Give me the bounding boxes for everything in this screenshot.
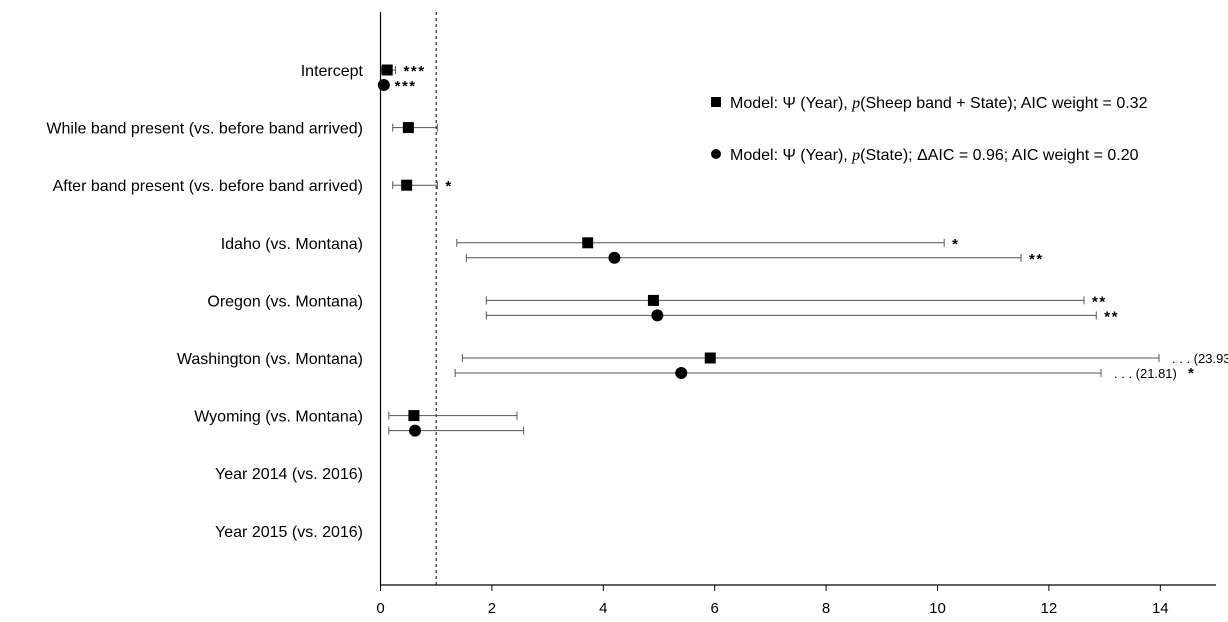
legend-entry-label: Model: Ψ (Year), p(State); ΔAIC = 0.96; … [730, 147, 1139, 164]
significance-stars: ** [1092, 293, 1107, 310]
significance-stars: ** [1029, 251, 1044, 268]
x-tick-label: 8 [822, 600, 830, 617]
category-label: After band present (vs. before band arri… [53, 178, 363, 195]
legend-circle-marker [711, 149, 721, 159]
point-square-marker [704, 352, 716, 364]
plot-area: 0 2 4 6 8 10 12 14 Intercept While band present (… [46, 12, 1228, 617]
point-square-marker [402, 122, 414, 134]
point-square-marker [647, 294, 659, 306]
point-square-marker [582, 237, 594, 249]
significance-stars: * [1188, 365, 1194, 382]
truncated-upper-label: . . . (23.93) [1172, 351, 1228, 366]
x-tick-label: 2 [488, 600, 496, 617]
category-label: Intercept [301, 63, 364, 80]
category-label: Washington (vs. Montana) [177, 351, 363, 368]
point-circle-marker [651, 309, 664, 322]
category-label: Oregon (vs. Montana) [207, 293, 363, 310]
significance-stars: ** [1104, 308, 1119, 325]
x-tick-label: 10 [929, 600, 946, 617]
point-circle-marker [377, 79, 390, 91]
significance-stars: *** [395, 78, 417, 95]
x-tick-label: 4 [599, 600, 607, 617]
x-tick-label: 14 [1152, 600, 1169, 617]
significance-stars: * [445, 178, 452, 195]
x-tick-label: 12 [1041, 600, 1058, 617]
point-square-marker [401, 179, 413, 191]
significance-stars: *** [404, 63, 426, 80]
significance-stars: * [952, 236, 959, 253]
x-tick-label: 6 [711, 600, 719, 617]
x-tick-label: 0 [376, 600, 384, 617]
category-label: Wyoming (vs. Montana) [194, 409, 363, 426]
category-label: Idaho (vs. Montana) [221, 236, 363, 253]
category-label: Year 2015 (vs. 2016) [215, 524, 363, 541]
category-label: While band present (vs. before band arri… [46, 121, 363, 138]
category-label: Year 2014 (vs. 2016) [215, 466, 363, 483]
point-circle-marker [608, 251, 621, 264]
point-square-marker [381, 64, 393, 76]
point-square-marker [408, 410, 420, 422]
point-circle-marker [409, 424, 422, 437]
legend-square-marker [711, 97, 721, 107]
legend-entry-label: Model: Ψ (Year), p(Sheep band + State); … [730, 95, 1148, 112]
point-circle-marker [675, 367, 688, 379]
truncated-upper-label: . . . (21.81) [1114, 366, 1177, 381]
